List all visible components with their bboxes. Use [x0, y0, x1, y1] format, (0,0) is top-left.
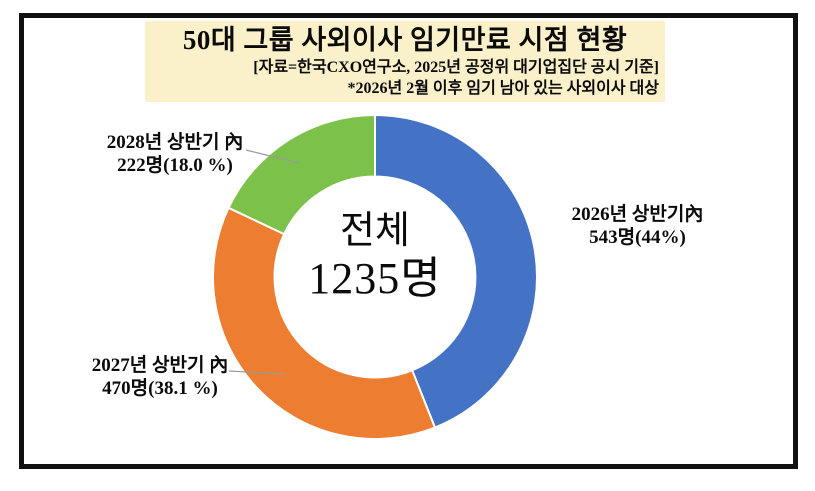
slice-label-2028-period: 2028년 상반기 內: [106, 132, 244, 153]
leader-line-2027: [228, 370, 285, 375]
leader-line-2028: [245, 149, 300, 164]
slice-label-2026: 2026년 상반기內 543명(44%): [530, 203, 745, 249]
chart-note-line: *2026년 2월 이후 임기 남아 있는 사외이사 대상: [347, 80, 659, 97]
center-total-value: 1235명: [308, 254, 442, 303]
slice-label-2026-period: 2026년 상반기內: [571, 204, 704, 225]
slice-label-2027-period: 2027년 상반기 內: [91, 355, 229, 376]
donut-slice-y2026: [374, 113, 538, 429]
slice-label-2028: 2028년 상반기 內 222명(18.0 %): [85, 131, 265, 177]
donut-slices: [212, 113, 538, 440]
chart-source-line: [자료=한국CXO연구소, 2025년 공정위 대기업집단 공시 기준]: [253, 59, 659, 76]
title-box: 50대 그룹 사외이사 임기만료 시점 현황 [자료=한국CXO연구소, 202…: [145, 21, 665, 102]
donut-center-label: 전체 1235명: [265, 208, 485, 304]
center-total-caption: 전체: [340, 210, 410, 252]
slice-label-2027-value: 470명(38.1 %): [102, 378, 218, 399]
slice-label-2028-value: 222명(18.0 %): [117, 155, 233, 176]
donut-slice-y2027: [212, 206, 437, 440]
chart-title: 50대 그룹 사외이사 임기만료 시점 현황: [182, 25, 628, 55]
slice-label-2027: 2027년 상반기 內 470명(38.1 %): [70, 354, 250, 400]
slice-label-2026-value: 543명(44%): [589, 227, 686, 248]
donut-slice-y2028: [227, 113, 376, 236]
